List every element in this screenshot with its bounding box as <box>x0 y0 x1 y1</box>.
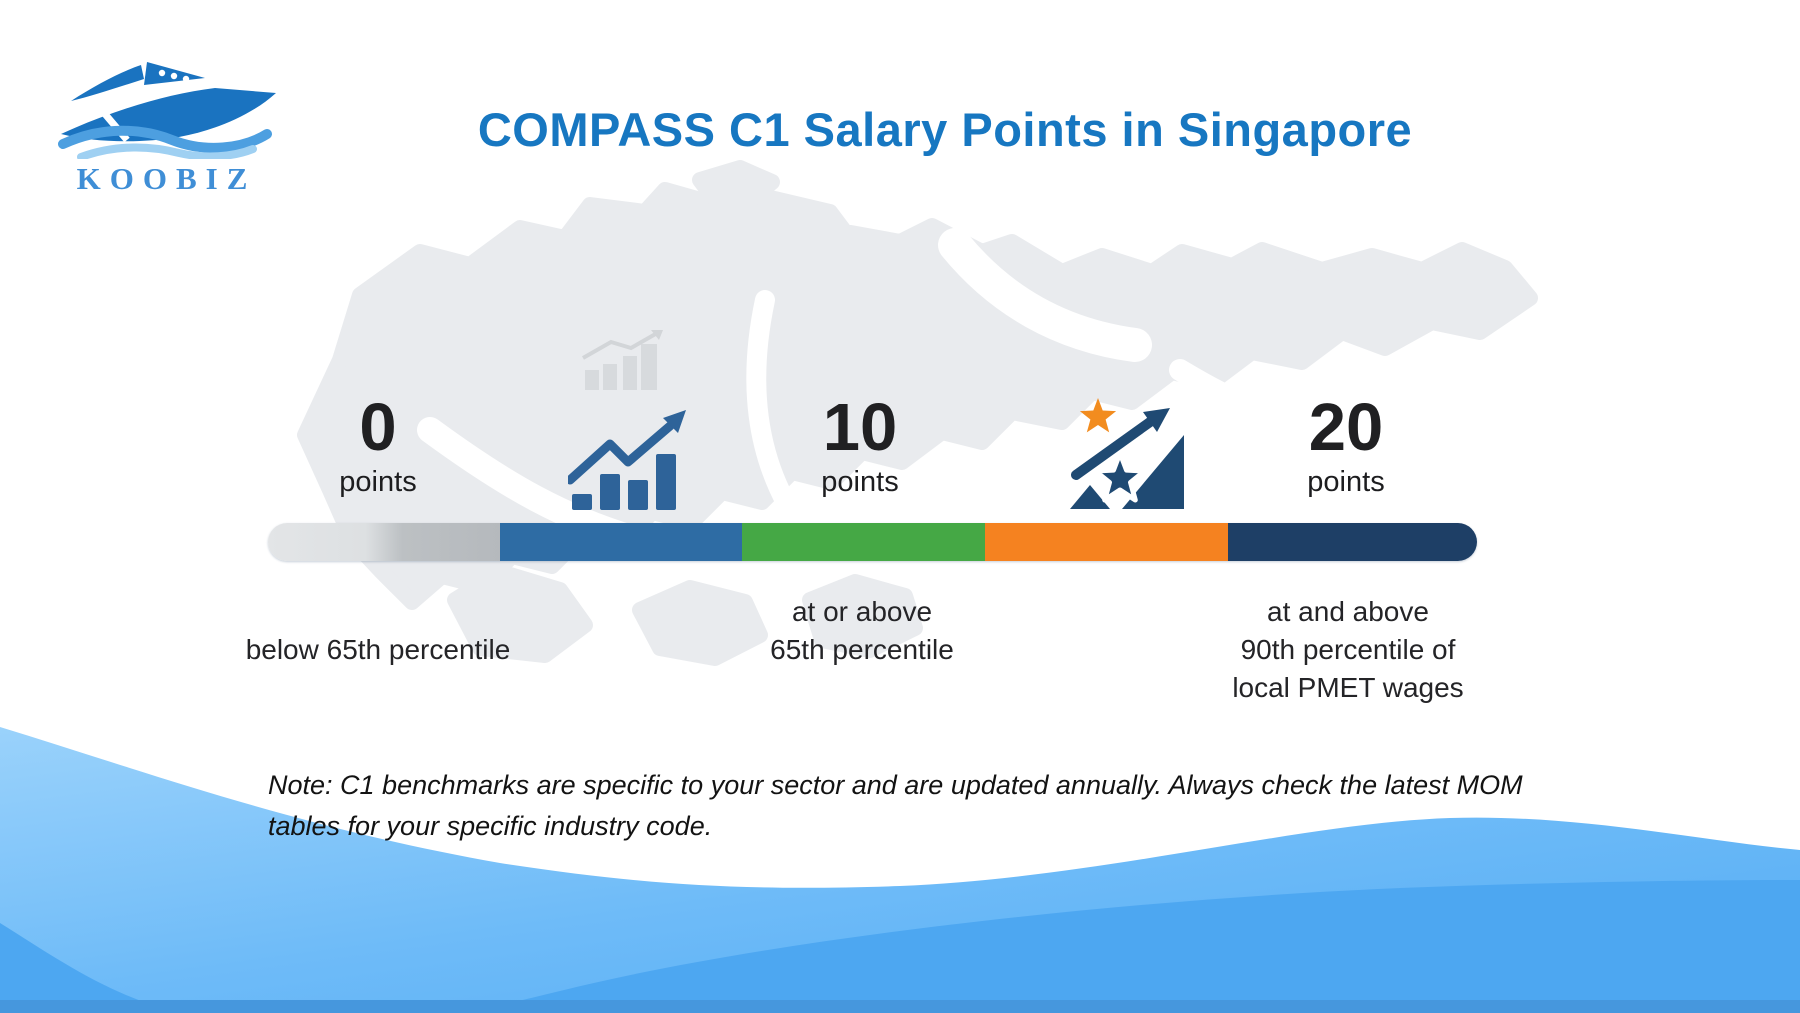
marker-value: 20 <box>1308 390 1384 465</box>
marker-value: 0 <box>359 390 397 465</box>
bar-chart-watermark-icon <box>582 330 663 390</box>
label-line: 90th percentile of <box>1240 634 1456 665</box>
label-line: at and above <box>1267 596 1429 627</box>
label-line: below 65th percentile <box>245 634 511 665</box>
label-line: 65th percentile <box>770 634 954 665</box>
label-line: local PMET wages <box>1232 672 1464 703</box>
marker-unit: points <box>339 466 417 498</box>
bottom-wave-decoration <box>0 727 1800 1013</box>
segment-below-65th-gray <box>268 523 501 561</box>
logo: KOOBIZ <box>46 54 278 197</box>
marker-10-points: 10 points <box>821 394 898 499</box>
label-below-65th: below 65th percentile <box>246 631 511 669</box>
salary-points-scale-bar <box>268 523 1477 561</box>
segment-above-90th-navy <box>1227 523 1477 561</box>
footnote: Note: C1 benchmarks are specific to your… <box>268 765 1558 847</box>
segment-at-or-above-65-green <box>741 523 985 561</box>
marker-unit: points <box>821 466 899 498</box>
footnote-line-1: Note: C1 benchmarks are specific to your… <box>268 770 1523 800</box>
segment-rising-orange <box>984 523 1228 561</box>
bar-chart-trend-icon <box>568 410 686 510</box>
footnote-line-2: tables for your specific industry code. <box>268 811 713 841</box>
label-at-or-above-65th: at or above 65th percentile <box>770 593 954 669</box>
page-title: COMPASS C1 Salary Points in Singapore <box>477 103 1413 156</box>
star-achievement-icon <box>1070 398 1184 509</box>
label-at-and-above-90th: at and above 90th percentile of local PM… <box>1232 593 1463 707</box>
marker-unit: points <box>1307 466 1385 498</box>
brand-name: KOOBIZ <box>76 161 257 196</box>
ship-logo-icon <box>58 62 276 159</box>
label-line: at or above <box>791 596 933 627</box>
segment-rising-blue <box>500 523 742 561</box>
marker-20-points: 20 points <box>1307 394 1384 499</box>
marker-0-points: 0 points <box>339 394 416 499</box>
marker-value: 10 <box>822 390 898 465</box>
